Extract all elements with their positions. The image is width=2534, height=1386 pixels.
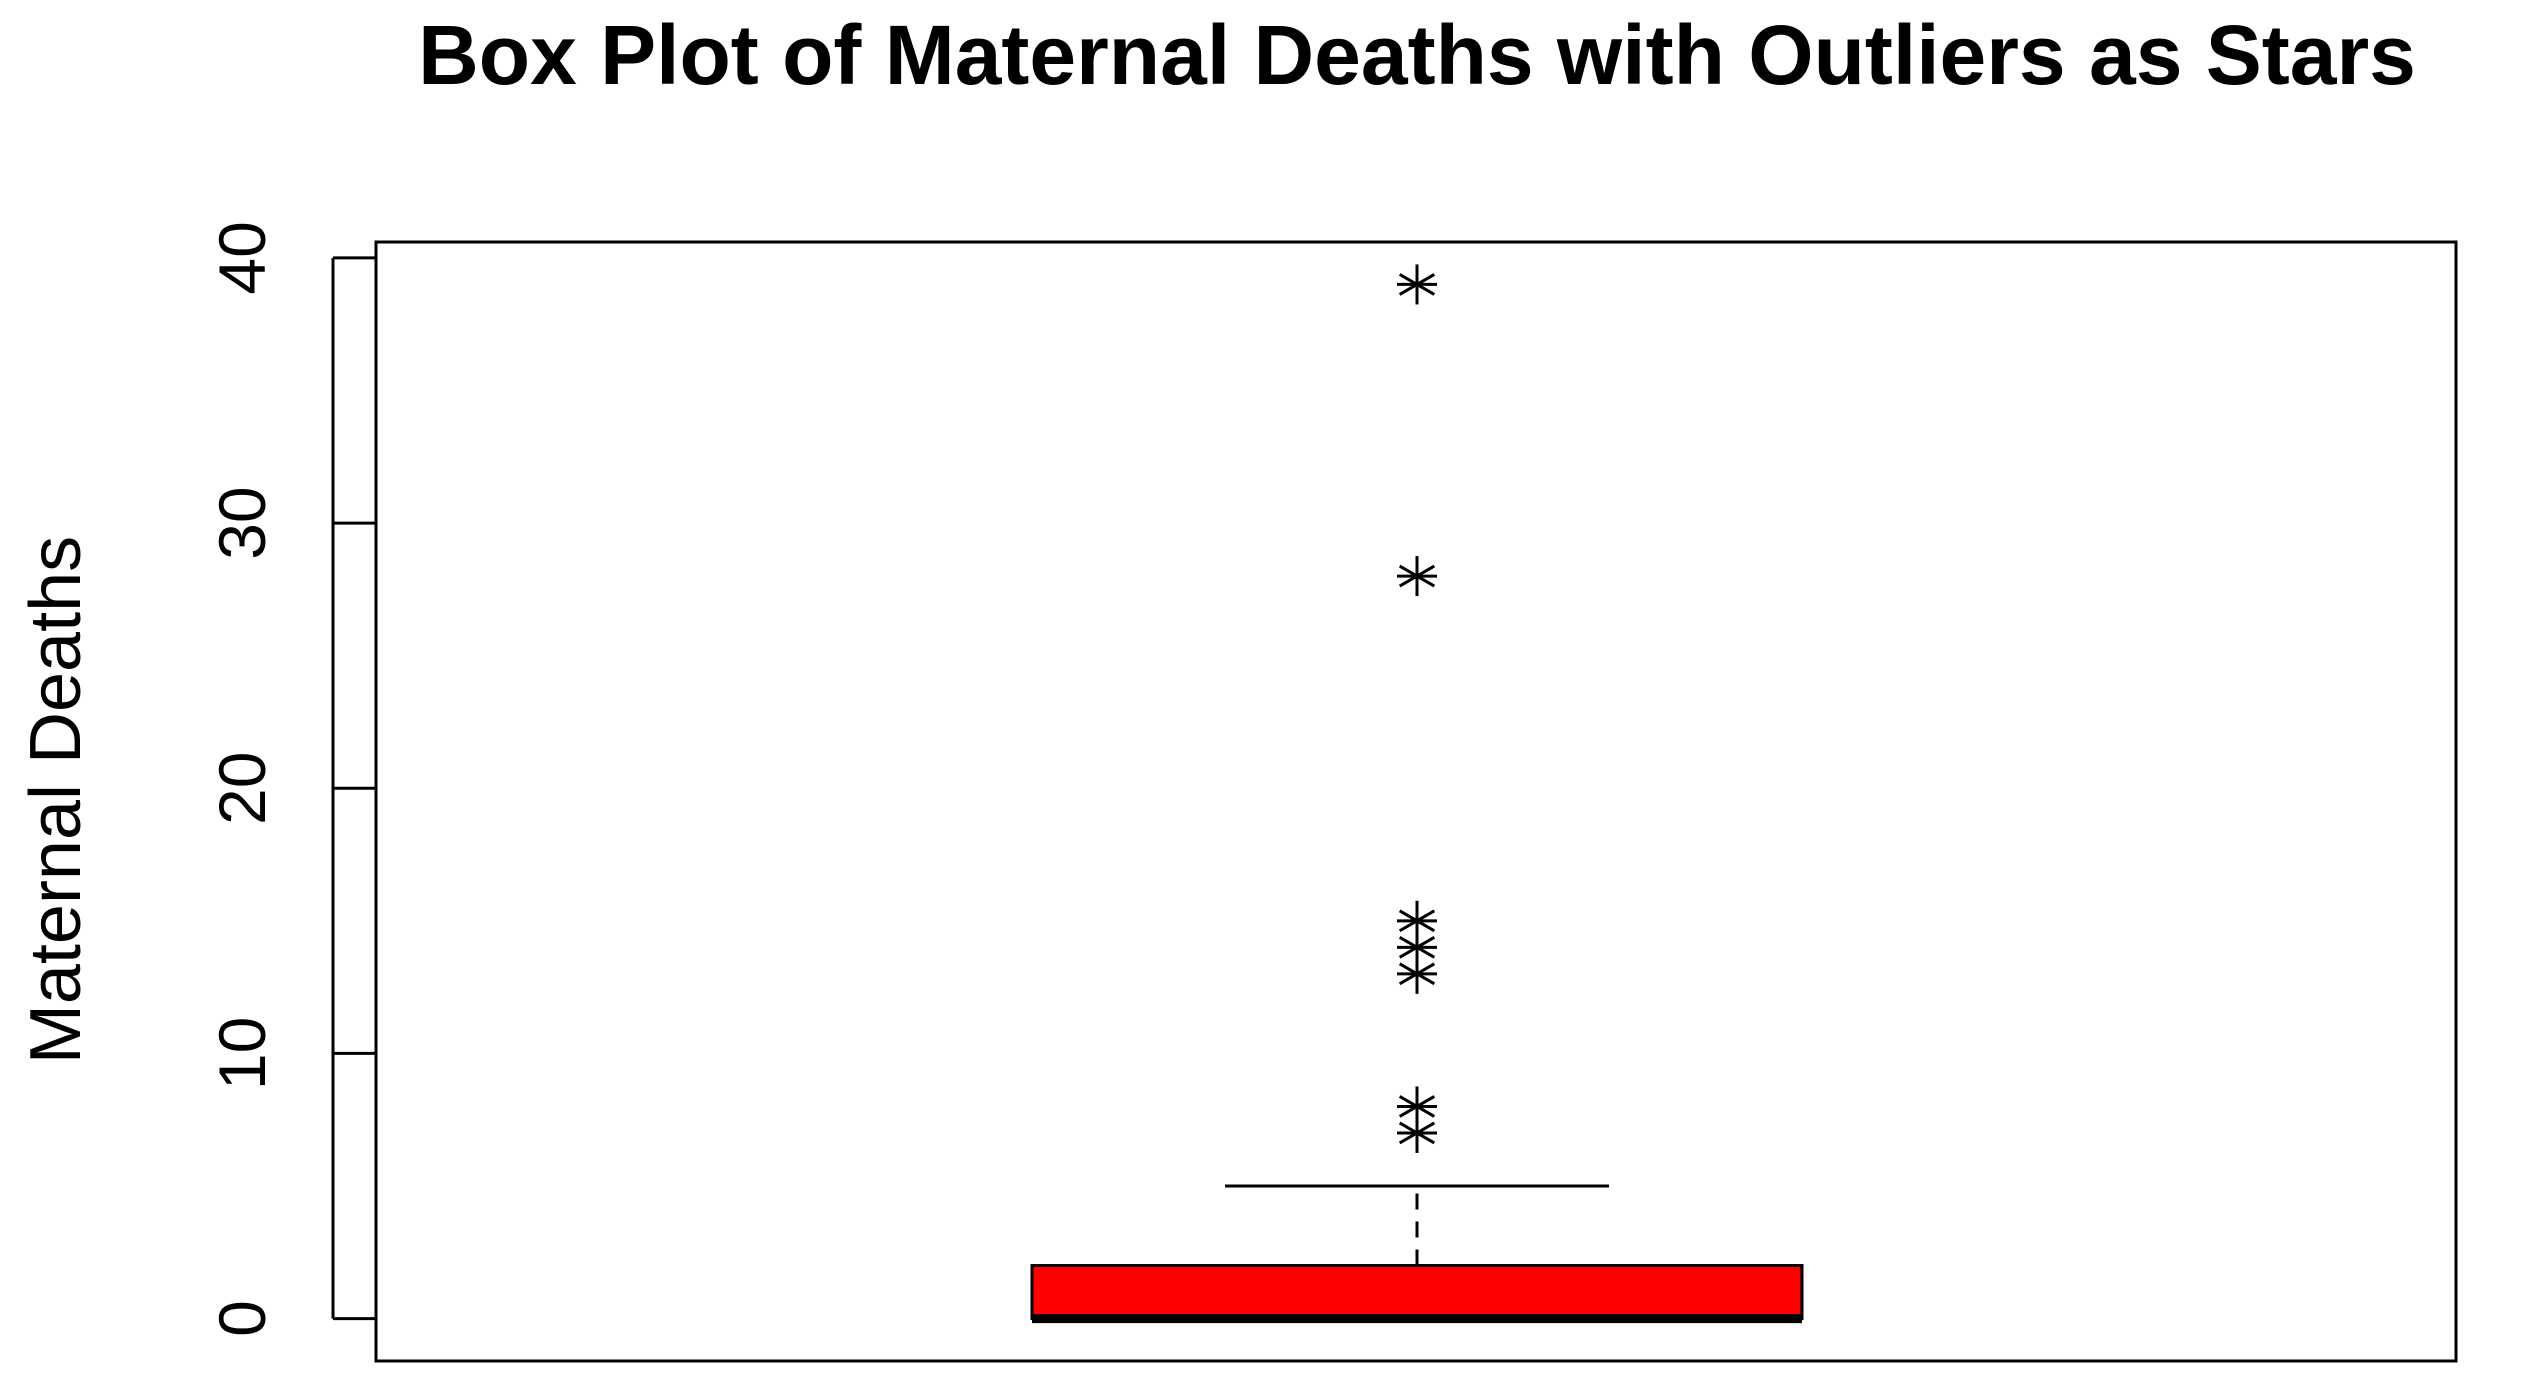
y-tick-label-20: 20	[205, 752, 279, 825]
y-tick-label-0: 0	[205, 1300, 279, 1337]
outlier-star-6	[1397, 264, 1437, 305]
y-tick-label-10: 10	[205, 1017, 279, 1090]
outlier-star-5	[1397, 556, 1437, 597]
box-iqr	[1030, 1264, 1804, 1321]
plot-area: 0 10 20 30 40	[205, 221, 2458, 1363]
outlier-star-3	[1397, 927, 1437, 968]
plot-frame	[374, 240, 2458, 1363]
y-tick-label-40: 40	[205, 221, 279, 294]
chart-title: Box Plot of Maternal Deaths with Outlier…	[418, 8, 2416, 102]
outlier-star-4	[1397, 900, 1437, 941]
outlier-star-1	[1397, 1086, 1437, 1127]
y-tick-label-30: 30	[205, 486, 279, 559]
y-axis-label: Maternal Deaths	[16, 536, 96, 1064]
